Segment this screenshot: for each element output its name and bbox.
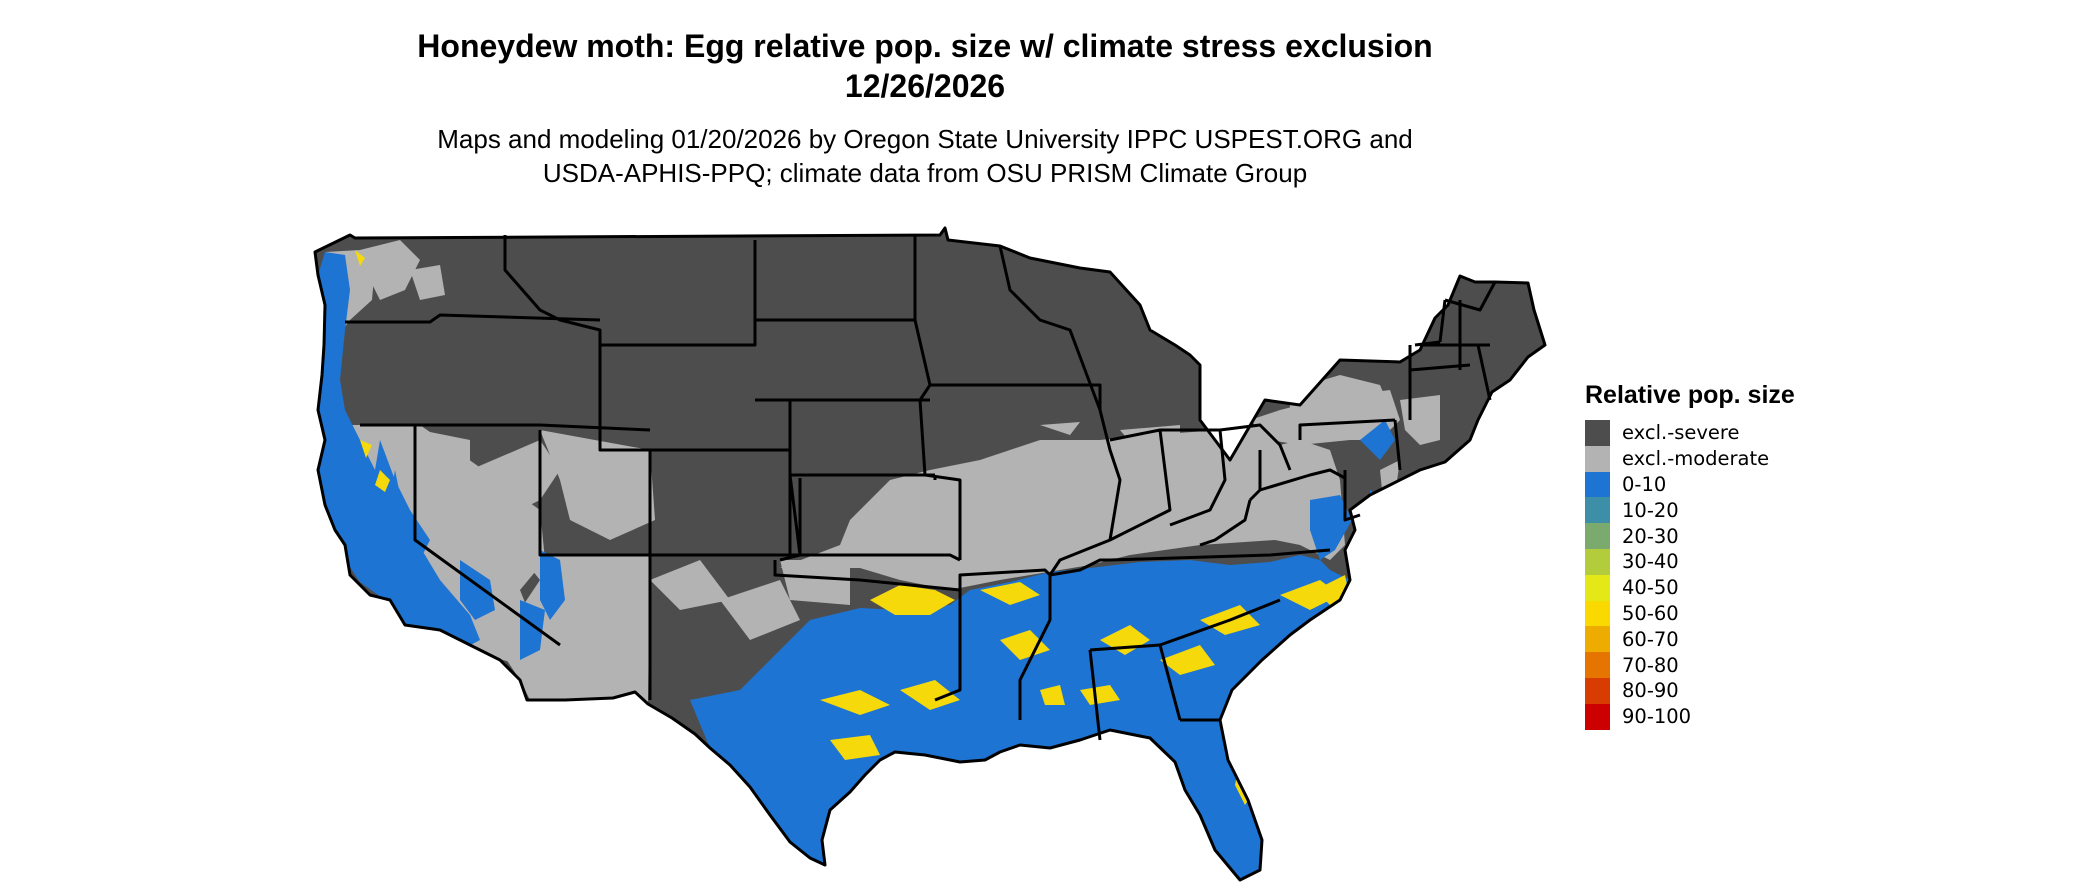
legend-swatch (1585, 703, 1610, 730)
legend-item: 40-50 (1585, 574, 1795, 601)
legend-label: 50-60 (1622, 601, 1679, 625)
legend: Relative pop. size excl.-severe excl.-mod… (1585, 380, 1795, 730)
legend-swatch (1585, 652, 1610, 678)
legend-swatch (1585, 626, 1610, 653)
legend-item: 10-20 (1585, 497, 1795, 524)
legend-swatch (1585, 471, 1610, 498)
legend-item: 90-100 (1585, 703, 1795, 730)
legend-label: 40-50 (1622, 576, 1679, 600)
legend-label: 70-80 (1622, 653, 1679, 677)
legend-label: 30-40 (1622, 550, 1679, 574)
legend-item: excl.-moderate (1585, 445, 1795, 472)
legend-item: 20-30 (1585, 523, 1795, 549)
legend-label: 90-100 (1622, 705, 1692, 729)
legend-item: 50-60 (1585, 600, 1795, 627)
legend-item: 30-40 (1585, 548, 1795, 575)
map-title-line-2: 12/26/2026 (844, 68, 1006, 104)
pop-40-60-areas (355, 250, 1350, 848)
legend-swatch (1585, 445, 1610, 472)
legend-item: 80-90 (1585, 677, 1795, 704)
map-title: Honeydew moth: Egg relative pop. size w/… (0, 26, 1850, 106)
legend-swatch (1585, 574, 1610, 601)
map-subtitle-line-2: USDA-APHIS-PPQ; climate data from OSU PR… (542, 158, 1308, 188)
legend-item: 0-10 (1585, 471, 1795, 498)
legend-label: 10-20 (1622, 498, 1679, 522)
legend-title: Relative pop. size (1585, 381, 1795, 409)
legend-swatch (1585, 497, 1610, 524)
map-subtitle-line-1: Maps and modeling 01/20/2026 by Oregon S… (437, 124, 1413, 154)
legend-items: excl.-severe excl.-moderate 0-10 10-20 20-30… (1585, 420, 1795, 730)
map-subtitle: Maps and modeling 01/20/2026 by Oregon S… (0, 122, 1850, 190)
legend-label: 60-70 (1622, 627, 1679, 651)
legend-label: 80-90 (1622, 679, 1679, 703)
us-map (313, 226, 1547, 882)
legend-label: 0-10 (1622, 472, 1667, 496)
legend-label: excl.-moderate (1622, 447, 1770, 471)
legend-swatch (1585, 420, 1610, 446)
legend-item: excl.-severe (1585, 420, 1795, 446)
legend-swatch (1585, 600, 1610, 627)
legend-label: excl.-severe (1622, 421, 1740, 445)
legend-swatch (1585, 548, 1610, 575)
map-title-line-1: Honeydew moth: Egg relative pop. size w/… (417, 28, 1433, 64)
legend-swatch (1585, 677, 1610, 704)
legend-swatch (1585, 523, 1610, 549)
legend-item: 70-80 (1585, 652, 1795, 678)
legend-label: 20-30 (1622, 524, 1679, 548)
state-borders (313, 226, 1547, 882)
legend-item: 60-70 (1585, 626, 1795, 653)
